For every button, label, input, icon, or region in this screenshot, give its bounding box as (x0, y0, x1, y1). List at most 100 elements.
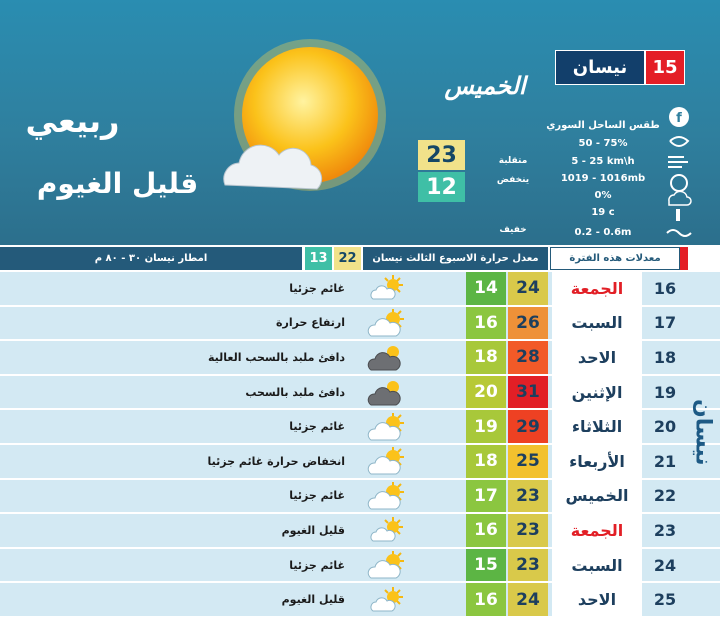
info-icons: f (666, 107, 692, 237)
avg-high: 22 (334, 247, 361, 270)
forecast-row: 21 الأربعاء 25 18 انخفاض حرارة غائم جزئيا (0, 445, 720, 480)
day-number: 15 (645, 50, 685, 85)
forecast-row: 20 الثلاثاء 29 19 غائم جزئيا (0, 410, 720, 445)
forecast-row: 22 الخميس 23 17 غائم جزئيا (0, 479, 720, 515)
high-temp: 23 (508, 479, 548, 513)
svg-text:f: f (676, 111, 682, 126)
weather-icon (367, 585, 407, 615)
weather-icon (367, 412, 407, 442)
date: 19 (653, 382, 677, 402)
day-name: الجمعة (552, 272, 642, 305)
period-header: معدلات هذه الفترة (550, 247, 680, 270)
date: 24 (653, 555, 677, 575)
high-temp: 23 (508, 548, 548, 582)
sea-temp: 19 c (591, 207, 615, 218)
icon-cell (362, 272, 412, 305)
low-temp: 16 (466, 306, 506, 340)
avg-low: 13 (305, 247, 332, 270)
wind-note: متقلبة (498, 156, 528, 166)
description: انخفاض حرارة غائم جزئيا (207, 454, 345, 468)
rain-header: امطار نيسان ٣٠ - ٨٠ م (0, 247, 302, 270)
day-name: الخميس (552, 479, 642, 513)
date: 25 (653, 590, 677, 610)
weather-icon (367, 377, 407, 407)
weather-icon (367, 481, 407, 511)
day-name: الإثنين (552, 375, 642, 409)
low-temp: 19 (466, 410, 506, 443)
weather-icon (367, 550, 407, 580)
high-temp: 31 (508, 375, 548, 409)
forecast-row: 23 الجمعة 23 16 قليل الغيوم (0, 514, 720, 549)
description: قليل الغيوم (281, 523, 345, 537)
forecast-row: 24 السبت 23 15 غائم جزئيا (0, 548, 720, 584)
season: ربيعي (25, 102, 120, 140)
forecast-row: 25 الاحد 24 16 قليل الغيوم (0, 583, 720, 618)
day-name: السبت (552, 548, 642, 582)
header-accent (680, 247, 688, 270)
icon-cell (362, 514, 412, 547)
high-temp: 26 (508, 306, 548, 340)
weather-icon (367, 446, 407, 476)
date: 21 (653, 451, 677, 471)
rain-chance: 0% (594, 190, 612, 201)
high-temp: 24 (508, 583, 548, 616)
day-name: الثلاثاء (552, 410, 642, 443)
description: ارتفاع حرارة (276, 316, 345, 330)
side-label: نيسان (690, 398, 716, 466)
description: غائم جزئيا (289, 558, 345, 572)
low-temp: 18 (466, 445, 506, 478)
day-name: السبت (552, 306, 642, 340)
forecast-row: 19 الإثنين 31 20 دافئ ملبد بالسحب (0, 375, 720, 411)
date: 23 (653, 520, 677, 540)
icon-cell (362, 445, 412, 478)
forecast-row: 18 الاحد 28 18 دافئ ملبد بالسحب العالية (0, 341, 720, 376)
average-header: معدل حرارة الاسبوع الثالث نيسان (363, 247, 548, 270)
description: غائم جزئيا (289, 420, 345, 434)
waves: 0.2 - 0.6m (574, 227, 632, 238)
date: 16 (653, 278, 677, 298)
high-temp: 24 (508, 272, 548, 305)
sun-illustration (223, 39, 386, 191)
description: غائم جزئيا (289, 489, 345, 503)
low-temp: 20 (466, 375, 506, 409)
date: 18 (653, 347, 677, 367)
date: 22 (653, 486, 677, 506)
description: دافئ ملبد بالسحب (245, 385, 345, 399)
pressure-note: ينخفض (496, 175, 530, 185)
date: 17 (653, 313, 677, 333)
month-label: نيسان (555, 50, 645, 85)
icon-cell (362, 480, 412, 513)
date: 20 (653, 417, 677, 437)
humidity: 50 - 75% (578, 138, 628, 149)
low-temp: 16 (466, 583, 506, 616)
day-name: الاحد (552, 583, 642, 616)
wind: 5 - 25 km\h (571, 156, 635, 167)
low-temp: 18 (466, 341, 506, 374)
description: غائم جزئيا (289, 281, 345, 295)
weather-icon (367, 273, 407, 303)
high-temp: 23 (508, 514, 548, 547)
low-temp: 14 (466, 272, 506, 305)
day-name: الاحد (552, 341, 642, 374)
high-temp: 28 (508, 341, 548, 374)
icon-cell (362, 549, 412, 582)
day-name: الجمعة (552, 514, 642, 547)
weather-icon (367, 308, 407, 338)
forecast-row: 16 الجمعة 24 14 غائم جزئيا (0, 272, 720, 307)
day-name: الأربعاء (552, 445, 642, 478)
high-temp: 25 (508, 445, 548, 478)
high-temp: 23 (418, 140, 465, 170)
forecast-row: 17 السبت 26 16 ارتفاع حرارة (0, 306, 720, 342)
weather-icon (367, 515, 407, 545)
waves-note: خفيف (499, 225, 527, 235)
low-temp: 16 (466, 514, 506, 547)
icon-cell (362, 410, 412, 443)
high-temp: 29 (508, 410, 548, 443)
region: طقس الساحل السوري (546, 120, 660, 131)
weekday: الخميس (444, 70, 526, 100)
low-temp: 17 (466, 479, 506, 513)
low-temp: 15 (466, 548, 506, 582)
condition: قليل الغيوم (36, 166, 199, 200)
weather-icon (367, 342, 407, 372)
